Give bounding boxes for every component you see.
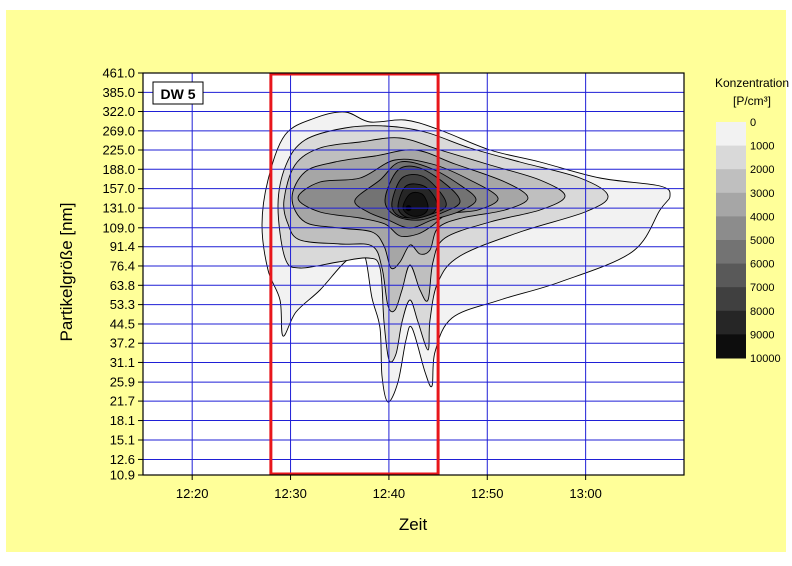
y-tick-label: 25.9 [110,375,135,390]
y-axis-ticks: 461.0 385.0 322.0 269.0 225.0 188.0 157.0 131.0… [102,66,143,483]
panel-label: DW 5 [161,86,196,102]
colorbar-swatch [716,310,746,335]
colorbar-swatch [716,240,746,265]
colorbar-swatch [716,169,746,194]
y-tick-label: 76.4 [110,258,135,273]
x-tick-label: 12:30 [274,486,307,501]
x-tick-label: 12:50 [471,486,504,501]
y-tick-label: 37.2 [110,336,135,351]
colorbar-unit: [P/cm³] [733,94,771,108]
colorbar-label: 10000 [750,353,781,365]
y-tick-label: 91.4 [110,239,135,254]
x-axis-ticks: 12:20 12:30 12:40 12:50 13:00 [176,475,602,501]
y-tick-label: 385.0 [102,85,135,100]
colorbar-swatch [716,216,746,241]
colorbar-swatch [716,145,746,170]
highlight-box [269,72,440,476]
colorbar-swatch [716,263,746,288]
y-tick-label: 109.0 [102,220,135,235]
panel-label-box: DW 5 [152,81,204,105]
y-tick-label: 269.0 [102,123,135,138]
y-tick-label: 44.5 [110,316,135,331]
colorbar-swatch [716,122,746,147]
x-tick-label: 12:40 [373,486,406,501]
colorbar-label: 5000 [750,235,774,247]
colorbar-label: 3000 [750,188,774,200]
plot-border [142,72,685,476]
colorbar-label: 2000 [750,164,774,176]
y-tick-label: 225.0 [102,143,135,158]
colorbar-label: 1000 [750,141,774,153]
colorbar-label: 0 [750,117,756,129]
y-tick-label: 131.0 [102,201,135,216]
y-tick-label: 461.0 [102,66,135,81]
contour-layer [261,111,671,403]
colorbar-label: 7000 [750,282,774,294]
colorbar-label: 8000 [750,306,774,318]
colorbar-swatch [716,334,746,359]
colorbar-label: 9000 [750,329,774,341]
colorbar-swatch [716,192,746,217]
y-tick-label: 15.1 [110,433,135,448]
colorbar: 0 1000 2000 3000 4000 5000 6000 7000 8000 9000 100… [716,117,781,365]
colorbar-label: 6000 [750,259,774,271]
y-tick-label: 10.9 [110,468,135,483]
x-axis-title: Zeit [399,515,428,534]
x-tick-label: 13:00 [569,486,602,501]
y-tick-label: 188.0 [102,162,135,177]
colorbar-swatch [716,287,746,312]
colorbar-title: Konzentration [715,76,789,90]
colorbar-label: 4000 [750,211,774,223]
y-tick-label: 21.7 [110,394,135,409]
y-tick-label: 157.0 [102,181,135,196]
y-tick-label: 12.6 [110,452,135,467]
y-tick-label: 18.1 [110,413,135,428]
y-tick-label: 322.0 [102,104,135,119]
x-tick-label: 12:20 [176,486,209,501]
y-tick-label: 31.1 [110,355,135,370]
y-tick-label: 53.3 [110,297,135,312]
y-tick-label: 63.8 [110,278,135,293]
y-axis-title: Partikelgröße [nm] [57,203,76,342]
